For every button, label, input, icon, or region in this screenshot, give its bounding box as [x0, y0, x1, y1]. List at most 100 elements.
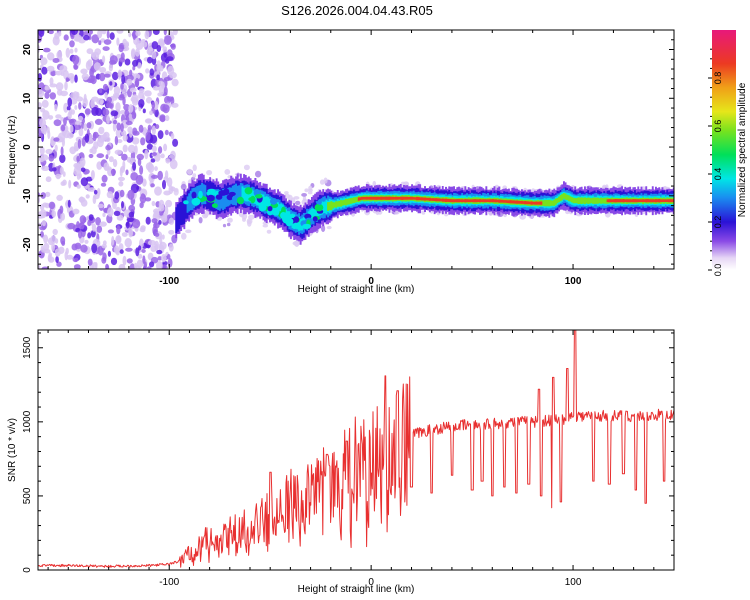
- noise-blob: [93, 189, 98, 195]
- noise-blob: [156, 261, 163, 269]
- noise-blob: [79, 157, 86, 168]
- noise-blob: [52, 35, 60, 46]
- band-halo-blob: [319, 179, 325, 185]
- noise-blob: [55, 70, 63, 76]
- noise-blob: [77, 138, 82, 149]
- band-blob: [206, 190, 216, 197]
- noise-blob: [87, 220, 92, 227]
- noise-blob: [165, 158, 171, 164]
- noise-blob: [104, 92, 108, 99]
- noise-blob: [39, 209, 47, 219]
- noise-blob: [106, 96, 112, 103]
- spectrogram-xlabel: Height of straight line (km): [298, 284, 415, 295]
- noise-blob: [120, 165, 125, 173]
- noise-blob: [168, 243, 174, 252]
- x-tick-label: -100: [159, 276, 179, 287]
- band-halo-blob: [304, 188, 309, 193]
- snr-frame: [37, 329, 675, 571]
- noise-blob: [40, 57, 48, 66]
- noise-blob: [51, 210, 56, 218]
- noise-blob: [143, 261, 147, 269]
- noise-blob: [87, 59, 93, 67]
- noise-blob: [118, 44, 124, 53]
- noise-blob: [135, 77, 140, 88]
- noise-blob: [145, 131, 151, 141]
- noise-blob: [114, 149, 123, 155]
- noise-blob: [48, 30, 54, 35]
- noise-blob: [80, 199, 88, 207]
- noise-blob: [111, 235, 115, 246]
- noise-blob: [38, 30, 45, 37]
- noise-blob: [54, 103, 58, 112]
- noise-blob: [73, 35, 82, 42]
- noise-blob: [113, 210, 121, 217]
- noise-blob: [149, 68, 155, 76]
- noise-blob: [167, 258, 173, 268]
- noise-blob: [90, 230, 96, 238]
- noise-blob: [76, 155, 80, 162]
- noise-blob: [71, 109, 75, 115]
- noise-blob: [137, 253, 143, 259]
- noise-blob: [102, 252, 107, 262]
- noise-blob: [171, 78, 179, 87]
- noise-blob: [102, 108, 110, 116]
- noise-blob: [151, 125, 156, 136]
- noise-blob: [115, 248, 121, 256]
- band-halo-blob: [301, 193, 307, 197]
- noise-blob: [100, 182, 107, 187]
- band-halo-blob: [227, 217, 233, 223]
- noise-blob: [165, 115, 170, 122]
- spectrogram-ylabel: Frequency (Hz): [7, 116, 18, 185]
- noise-blob: [124, 58, 131, 66]
- noise-blob: [167, 65, 175, 76]
- noise-blob: [67, 111, 72, 120]
- noise-blob: [127, 126, 133, 134]
- noise-blob: [114, 191, 120, 200]
- noise-blob: [41, 266, 49, 269]
- noise-blob: [132, 219, 141, 229]
- noise-blob: [51, 242, 55, 252]
- band-halo-blob: [224, 169, 231, 175]
- noise-blob: [115, 102, 121, 112]
- noise-blob: [69, 40, 75, 48]
- y-tick-label: -10: [22, 188, 33, 203]
- noise-blob: [45, 148, 53, 155]
- noise-blob: [41, 219, 46, 227]
- x-tick-label: -100: [159, 577, 179, 588]
- noise-blob: [41, 66, 48, 75]
- noise-blob: [129, 87, 137, 93]
- band-halo-blob: [180, 183, 187, 190]
- band-halo-blob: [181, 232, 187, 240]
- noise-blob: [87, 258, 93, 266]
- noise-blob: [89, 148, 93, 153]
- noise-blob: [142, 178, 147, 187]
- noise-blob: [88, 214, 94, 221]
- y-tick-label: 500: [22, 487, 33, 504]
- band-blob: [267, 206, 273, 212]
- noise-blob: [171, 102, 179, 108]
- band-blob: [183, 200, 189, 205]
- band-blob: [317, 199, 322, 206]
- noise-blob: [109, 81, 113, 86]
- noise-blob: [87, 187, 96, 192]
- noise-blob: [94, 118, 103, 125]
- noise-blob: [55, 173, 62, 179]
- noise-blob: [118, 57, 126, 63]
- noise-blob: [125, 221, 130, 229]
- band-layer-5: [357, 196, 674, 205]
- colorbar-tick-label: 0.8: [713, 72, 723, 85]
- noise-blob: [72, 208, 80, 215]
- colorbar-axes: 0.0 0.2 0.4 0.6 0.8: [708, 48, 723, 276]
- noise-blob: [159, 114, 166, 123]
- band-blob: [206, 194, 215, 202]
- noise-blob: [151, 218, 158, 224]
- noise-blob: [118, 94, 125, 101]
- band-halo-blob: [243, 164, 250, 171]
- noise-blob: [62, 179, 67, 186]
- noise-blob: [128, 227, 134, 238]
- noise-blob: [38, 155, 45, 163]
- noise-blob: [131, 94, 139, 104]
- noise-blob: [46, 65, 55, 72]
- noise-blob: [55, 256, 59, 263]
- noise-blob: [84, 108, 91, 115]
